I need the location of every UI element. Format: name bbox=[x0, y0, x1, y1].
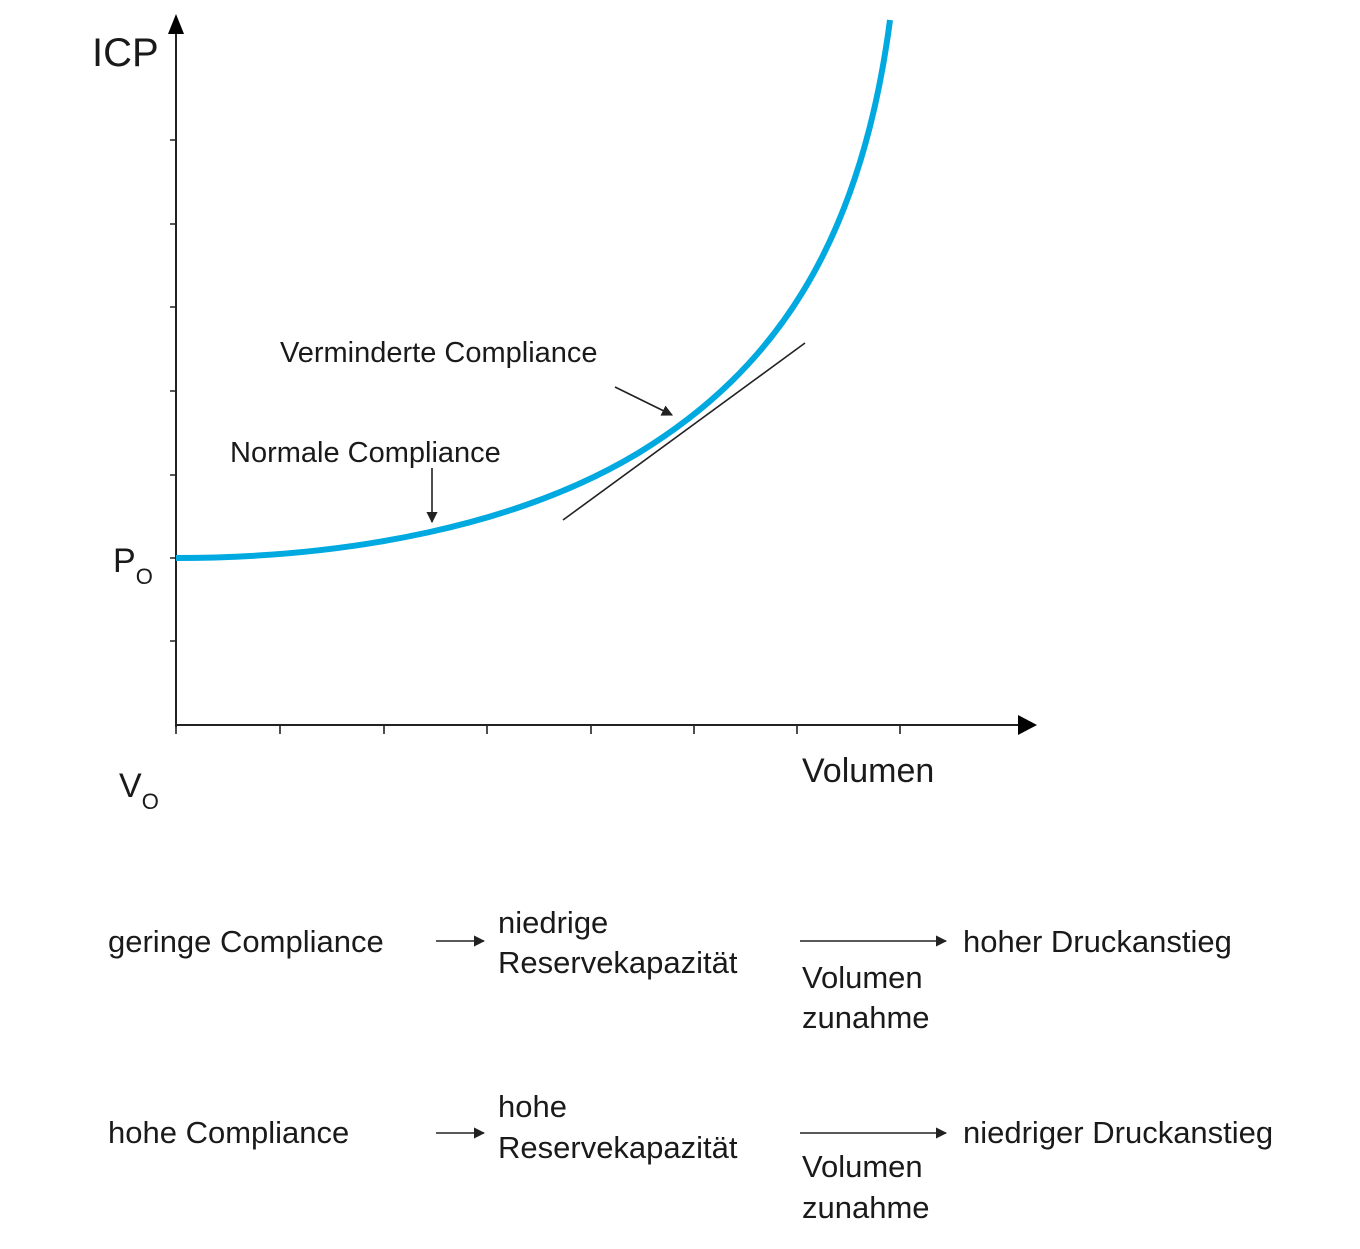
x-ticks bbox=[175, 725, 901, 734]
p0-base: P bbox=[113, 542, 136, 580]
effect: niedriger Druckanstieg bbox=[963, 1115, 1273, 1150]
y-axis-label: ICP bbox=[92, 31, 159, 75]
trigger: zunahme bbox=[802, 1000, 930, 1035]
p0-sub: O bbox=[136, 564, 153, 589]
x-arrow bbox=[1018, 715, 1037, 735]
capacity: Reservekapazität bbox=[498, 1130, 738, 1165]
capacity: Reservekapazität bbox=[498, 945, 738, 980]
v0-base: V bbox=[119, 767, 142, 805]
row: hohe Compliance hohe Reservekapazität Vo… bbox=[108, 1089, 1273, 1225]
tangent-line bbox=[562, 342, 806, 521]
x-axis-label: Volumen bbox=[802, 752, 934, 790]
pressure-volume-curve bbox=[175, 19, 893, 561]
cause: geringe Compliance bbox=[108, 924, 384, 959]
axes bbox=[168, 14, 1037, 735]
y-ticks bbox=[170, 139, 176, 642]
annotation: Verminderte Compliance bbox=[280, 337, 598, 369]
y-arrow bbox=[168, 14, 184, 34]
cause: hohe Compliance bbox=[108, 1115, 349, 1150]
trigger: zunahme bbox=[802, 1190, 930, 1225]
capacity: niedrige bbox=[498, 905, 608, 940]
capacity: hohe bbox=[498, 1089, 567, 1124]
trigger: Volumen bbox=[802, 1149, 923, 1184]
annotation-arrow bbox=[614, 386, 674, 416]
v0-sub: O bbox=[142, 789, 159, 814]
annotation: Normale Compliance bbox=[230, 437, 501, 469]
row: geringe Compliance niedrige Reservekapaz… bbox=[108, 905, 1232, 1035]
effect: hoher Druckanstieg bbox=[963, 924, 1232, 959]
p0-label: PO bbox=[113, 542, 153, 589]
v0-label: VO bbox=[119, 767, 159, 814]
trigger: Volumen bbox=[802, 960, 923, 995]
